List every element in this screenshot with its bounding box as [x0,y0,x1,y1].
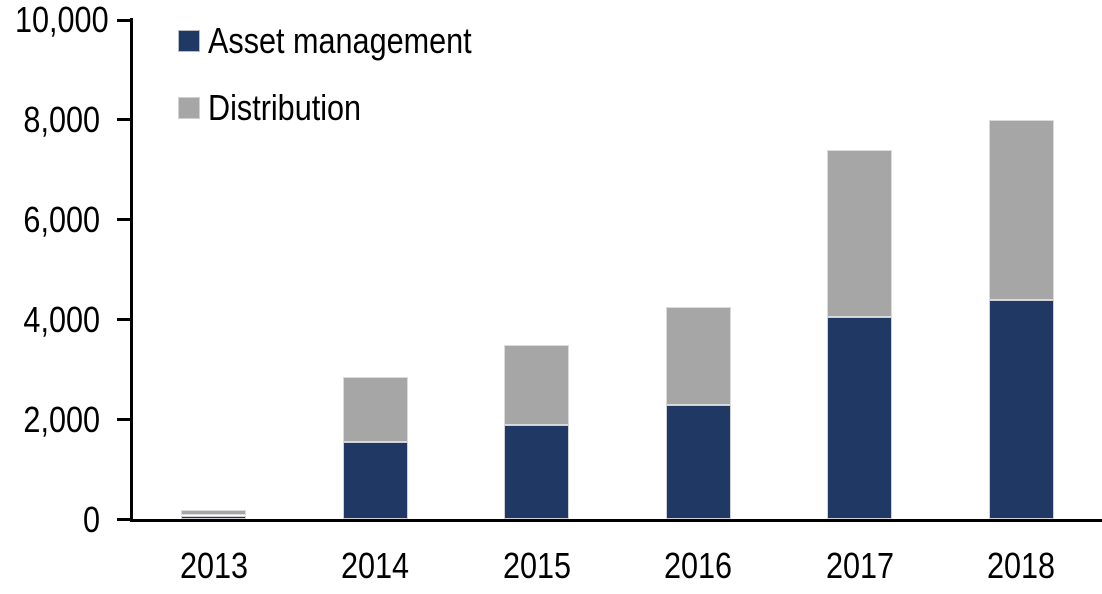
y-axis-tick-label: 2,000 [23,398,101,440]
y-axis-tick [117,118,130,122]
legend-label-distribution: Distribution [208,87,362,128]
bar-2018-distribution [988,119,1054,300]
bar-2017-asset-management [827,317,893,520]
x-axis-label-2017: 2017 [825,545,894,586]
x-axis-label-2015: 2015 [502,545,571,586]
x-axis-label-2018: 2018 [987,545,1056,586]
y-axis-tick [117,318,130,322]
y-axis-tick-label: 4,000 [23,298,101,340]
x-axis-label-2013: 2013 [179,545,248,586]
bar-2013-asset-management [181,515,247,520]
bar-2017-distribution [827,149,893,318]
y-axis-line [130,18,133,522]
x-axis-line [130,519,1102,522]
y-axis-tick [117,418,130,422]
y-axis-tick [117,18,130,22]
y-axis-tick [117,518,130,521]
legend-swatch-asset-management [178,30,200,52]
x-axis-label-2016: 2016 [664,545,733,586]
bar-2016-distribution [665,307,731,405]
x-axis-label-2014: 2014 [341,545,410,586]
bar-2013-distribution [181,509,247,516]
y-axis-tick-label: 8,000 [23,98,101,140]
legend-swatch-distribution [178,97,200,119]
y-axis-tick-label: 0 [82,498,100,540]
bar-2015-distribution [504,344,570,425]
bar-2018-asset-management [988,299,1054,520]
legend-label-asset-management: Asset management [208,20,472,61]
bar-2016-asset-management [665,404,731,520]
bar-2014-distribution [342,377,408,443]
y-axis-tick-label: 10,000 [15,0,109,40]
bar-2014-asset-management [342,442,408,520]
y-axis-tick [117,218,130,222]
bar-2015-asset-management [504,424,570,520]
y-axis-tick-label: 6,000 [23,198,101,240]
